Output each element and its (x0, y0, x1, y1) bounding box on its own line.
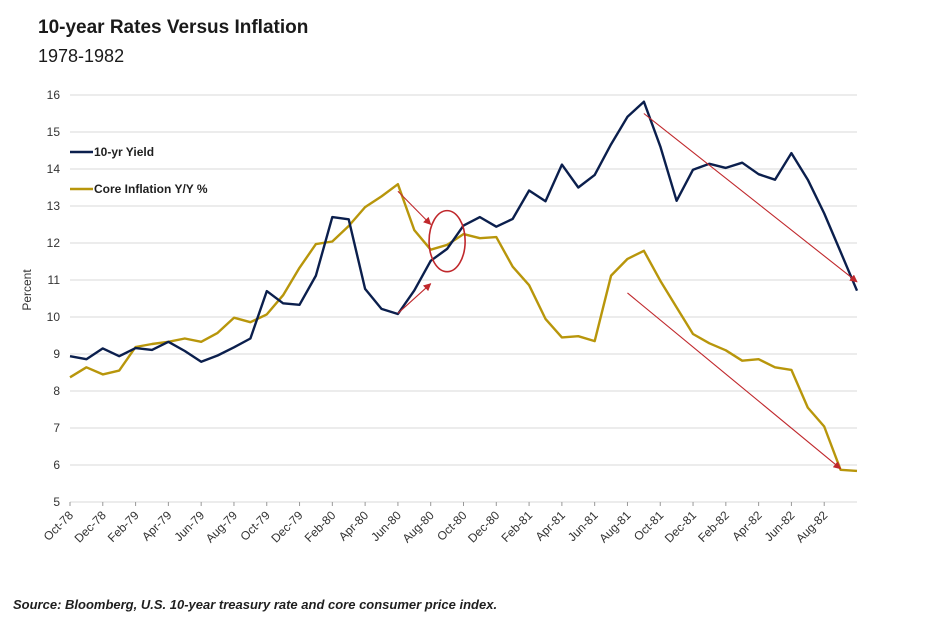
x-tick-label: Apr-82 (729, 508, 765, 544)
x-tick-label: Feb-79 (105, 508, 142, 545)
x-tick-label: Oct-79 (238, 508, 274, 544)
x-tick-label: Jun-81 (565, 508, 601, 544)
annotation-arrow (397, 283, 432, 314)
y-tick-label: 11 (48, 273, 61, 287)
y-tick-label: 6 (53, 458, 60, 472)
y-tick-label: 7 (53, 421, 60, 435)
series-lines (69, 100, 859, 473)
annotations (397, 113, 858, 470)
legend: 10-yr Yield Core Inflation Y/Y % (70, 145, 208, 196)
yield-line (69, 100, 859, 363)
y-tick-label: 5 (53, 495, 60, 509)
x-tick-label: Dec-78 (72, 508, 109, 545)
x-axis-ticks: Oct-78Dec-78Feb-79Apr-79Jun-79Aug-79Oct-… (41, 502, 831, 545)
x-tick-label: Feb-80 (302, 508, 339, 545)
x-tick-label: Apr-79 (139, 508, 175, 544)
y-axis-label: Percent (20, 269, 34, 311)
annotation-arrow (627, 292, 842, 470)
x-tick-label: Apr-80 (336, 508, 372, 544)
x-tick-label: Jun-80 (368, 508, 404, 544)
x-tick-label: Jun-79 (171, 508, 207, 544)
x-tick-label: Aug-80 (400, 508, 437, 545)
x-tick-label: Aug-82 (793, 508, 830, 545)
x-tick-label: Oct-81 (631, 508, 667, 544)
source-note: Source: Bloomberg, U.S. 10-year treasury… (13, 597, 498, 612)
x-tick-label: Apr-81 (533, 508, 569, 544)
x-tick-label: Feb-81 (498, 508, 535, 545)
annotation-ellipse (428, 209, 466, 273)
legend-label-inflation-line: Core Inflation Y/Y % (94, 182, 208, 196)
chart-subtitle: 1978-1982 (38, 46, 125, 66)
y-tick-label: 14 (47, 162, 61, 176)
y-tick-label: 13 (47, 199, 61, 213)
y-tick-label: 16 (47, 88, 61, 102)
x-tick-label: Dec-79 (268, 508, 305, 545)
x-tick-label: Oct-80 (434, 508, 470, 544)
y-axis-ticks: 5 6 7 8 9 10 11 12 13 14 15 16 (47, 88, 61, 509)
chart-title: 10-year Rates Versus Inflation (38, 17, 309, 38)
x-tick-label: Dec-80 (465, 508, 502, 545)
x-tick-label: Aug-81 (596, 508, 633, 545)
x-tick-label: Dec-81 (662, 508, 699, 545)
y-tick-label: 8 (53, 384, 60, 398)
y-tick-label: 12 (47, 236, 61, 250)
y-tick-label: 10 (47, 310, 61, 324)
y-tick-label: 15 (47, 125, 61, 139)
annotation-arrow (643, 113, 858, 283)
x-tick-label: Feb-82 (695, 508, 732, 545)
legend-label-yield-line: 10-yr Yield (94, 145, 154, 159)
gridlines (70, 94, 857, 503)
y-tick-label: 9 (53, 347, 60, 361)
inflation-line (69, 182, 858, 473)
annotation-arrow (397, 190, 432, 226)
x-tick-label: Oct-78 (41, 508, 77, 544)
x-tick-label: Aug-79 (203, 508, 240, 545)
x-tick-label: Jun-82 (762, 508, 798, 544)
